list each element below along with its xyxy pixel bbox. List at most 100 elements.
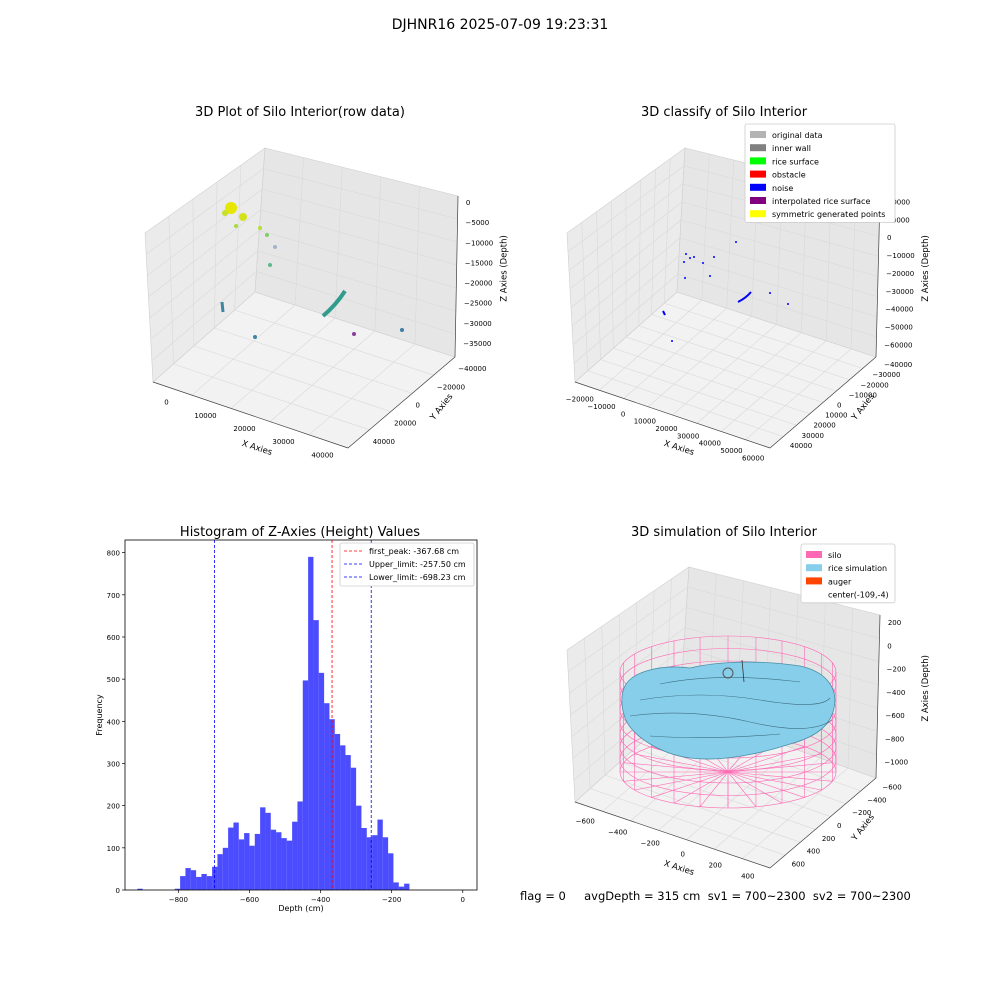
y-tick-label: 40000 [790, 442, 812, 450]
histogram-bar [286, 840, 293, 890]
z-tick-label: −10000 [465, 239, 493, 247]
noise-point [769, 292, 771, 294]
grid-line [573, 273, 679, 364]
z-axis-label: Z Axies (Depth) [500, 235, 510, 302]
figure-title: DJHNR16 2025-07-09 19:23:31 [391, 17, 609, 33]
auger-marker [722, 667, 734, 679]
legend-label: silo [828, 551, 842, 560]
silo-spoke [673, 771, 729, 804]
z-axis-line [454, 195, 459, 358]
histogram-bar [185, 868, 191, 890]
histogram-bar [350, 767, 357, 890]
histogram-bar [388, 853, 394, 890]
grid-line [569, 201, 683, 290]
silo-spoke [727, 746, 805, 773]
legend-frame [800, 543, 896, 604]
grid-line [664, 302, 863, 369]
z-tick-label: −35000 [463, 340, 491, 348]
histogram-bar [270, 829, 277, 890]
legend-swatch [750, 157, 766, 165]
y-tick-label: −10000 [849, 391, 877, 399]
x-tick-label: 30000 [272, 438, 294, 446]
legend-frame [744, 123, 896, 223]
legend-label: first_peak: -367.68 cm [369, 547, 459, 556]
noise-point [683, 261, 685, 263]
grid-line [584, 638, 591, 789]
y-tick-label: 500 [107, 676, 120, 684]
z-tick-label: −800 [885, 735, 904, 743]
y-tick-label: 0 [416, 402, 420, 410]
z-tick-label: 200 [888, 619, 901, 627]
grid-line [651, 314, 850, 381]
grid-line [679, 237, 878, 297]
y-tick-label: −20000 [437, 383, 465, 391]
legend: original data inner wall rice surface obsta… [744, 123, 896, 223]
histogram-bar [276, 832, 282, 890]
histogram-bar [190, 870, 197, 890]
y-tick-label: 700 [107, 592, 120, 600]
grid-line [625, 336, 824, 403]
histogram-bar [228, 827, 234, 890]
x-axis-label: X Axies [662, 439, 695, 458]
grid-line [587, 370, 784, 437]
histogram-bar [366, 837, 373, 890]
legend-swatch [750, 210, 766, 218]
y-tick-label: 0 [116, 887, 120, 895]
grid-line [147, 188, 263, 276]
histogram-bar [174, 888, 181, 890]
grid-line [569, 607, 687, 694]
silo-spoke [727, 771, 833, 782]
z-tick-label: −50000 [885, 324, 913, 332]
y-tick-label: 400 [107, 718, 120, 726]
x-axis-label: X Axies [240, 439, 273, 458]
z-tick-label: −400 [886, 689, 905, 697]
grid-line [634, 748, 831, 817]
histogram-bar [180, 876, 186, 890]
x-axis-label: Depth (cm) [278, 904, 323, 913]
x-tick-label: 60000 [742, 454, 764, 462]
grid-line [260, 209, 457, 266]
legend-label: Lower_limit: -698.23 cm [369, 573, 466, 582]
silo-spoke [727, 753, 822, 773]
y-tick-label: 40000 [373, 438, 395, 446]
x-tick-label: 30000 [677, 432, 699, 440]
grid-line [681, 201, 879, 257]
z-axis-line [875, 614, 881, 779]
data-point [239, 213, 247, 221]
y-tick-label: −200 [852, 809, 871, 817]
grid-line [257, 250, 456, 312]
histogram-legend: first_peak: -367.68 cm Upper_limit: -257.… [339, 542, 475, 587]
histogram-bar [260, 807, 266, 890]
histogram-bar [404, 883, 410, 890]
grid-line [150, 250, 259, 340]
grid-line [414, 186, 420, 345]
grid-line [686, 606, 879, 662]
grid-line [571, 237, 681, 327]
histogram-bar [244, 833, 250, 890]
histogram-bar [393, 882, 399, 890]
noise-point [709, 275, 711, 277]
z-tick-label: −600 [886, 712, 905, 720]
silo-spoke [727, 771, 783, 804]
legend-swatch [750, 144, 766, 152]
histogram-bar [137, 888, 143, 890]
grid-line [263, 168, 458, 220]
histogram-bar [217, 854, 223, 890]
raw-3d-axes: 0 10000 20000 30000 40000 −40000 −20000 0 20000 4… [144, 147, 510, 459]
data-point [400, 328, 404, 332]
legend-label: interpolated rice surface [772, 197, 870, 206]
histogram-bar [313, 620, 319, 890]
grid-line [173, 363, 370, 431]
x-axis-line [574, 801, 771, 869]
histogram-bar [249, 845, 255, 890]
noise-point [693, 256, 695, 258]
point-cluster [220, 301, 225, 313]
grid-line [294, 157, 304, 306]
y-axis-line [769, 356, 877, 449]
z-tick-label: 0 [887, 642, 891, 650]
legend-frame [339, 542, 475, 587]
z-tick-label: −40000 [885, 306, 913, 314]
rice-contour [639, 694, 831, 705]
